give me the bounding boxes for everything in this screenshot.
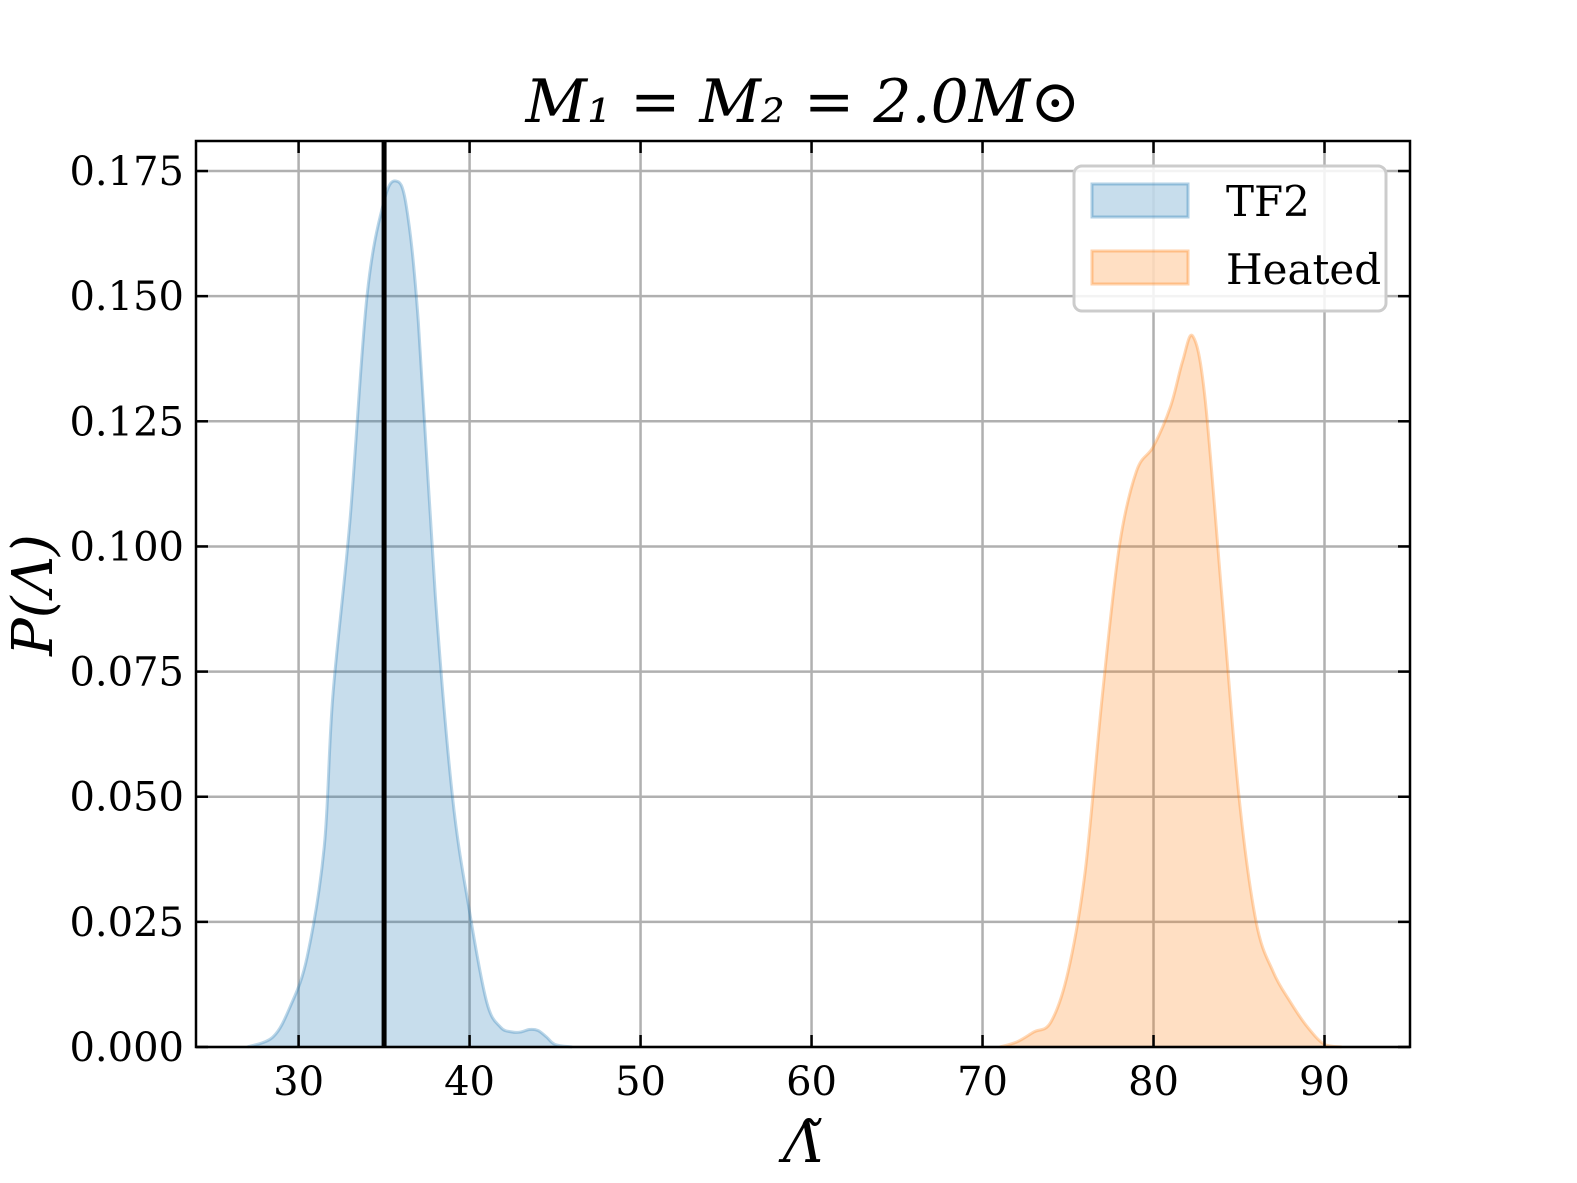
y-tick-label: 0.150 bbox=[69, 274, 184, 320]
x-tick-label: 30 bbox=[273, 1059, 324, 1105]
legend-swatch-tf2 bbox=[1090, 182, 1190, 219]
legend-box bbox=[1072, 164, 1388, 313]
series-layer bbox=[246, 179, 1342, 1049]
series-line-tf2 bbox=[246, 179, 573, 1049]
series-line-heated bbox=[999, 333, 1342, 1049]
x-tick-label: 80 bbox=[1128, 1059, 1179, 1105]
series-area-heated bbox=[999, 335, 1342, 1047]
legend-swatch-heated bbox=[1090, 249, 1190, 286]
x-tick-label: 90 bbox=[1299, 1059, 1350, 1105]
y-tick-label: 0.100 bbox=[69, 524, 184, 570]
chart-title: M₁ = M₂ = 2.0M⊙ bbox=[525, 67, 1081, 137]
legend-label-tf2: TF2 bbox=[1226, 177, 1310, 226]
y-tick-label: 0.000 bbox=[69, 1025, 184, 1071]
y-tick-label: 0.025 bbox=[69, 900, 184, 946]
plot-frame bbox=[194, 139, 1412, 1049]
x-tick-label: 50 bbox=[615, 1059, 666, 1105]
x-tick-label: 40 bbox=[444, 1059, 495, 1105]
y-tick-label: 0.075 bbox=[69, 650, 184, 696]
legend: TF2 Heated bbox=[1072, 164, 1388, 313]
y-tick-label: 0.050 bbox=[69, 775, 184, 821]
series-area-tf2 bbox=[247, 180, 573, 1047]
y-axis-label: P(Λ) bbox=[1, 534, 66, 657]
x-tick-label: 70 bbox=[957, 1059, 1008, 1105]
legend-label-heated: Heated bbox=[1226, 245, 1381, 294]
tick-labels: 30 40 50 60 70 80 90 0.000 0.025 0.050 0.075 0.100 0… bbox=[69, 149, 1349, 1105]
y-tick-label: 0.125 bbox=[69, 399, 184, 445]
y-tick-label: 0.175 bbox=[69, 149, 184, 195]
x-axis-label: Λ̃ bbox=[778, 1111, 823, 1176]
x-tick-label: 60 bbox=[786, 1059, 837, 1105]
